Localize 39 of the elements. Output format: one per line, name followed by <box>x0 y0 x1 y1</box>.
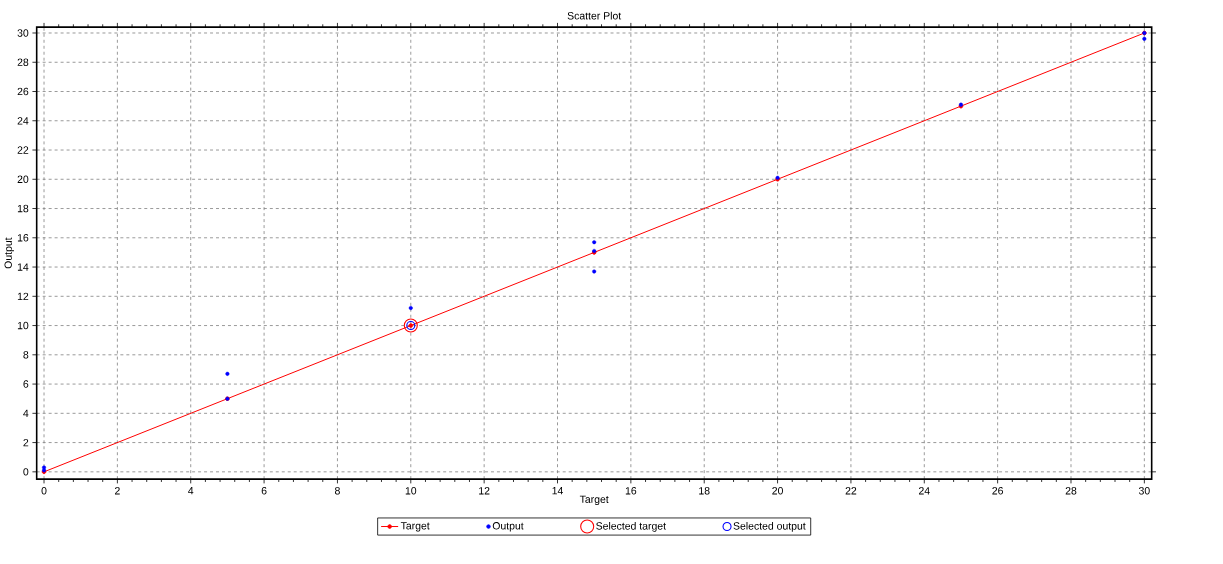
y-tick-label: 6 <box>23 380 29 388</box>
chart-title: Scatter Plot <box>567 11 622 20</box>
y-tick-label: 22 <box>17 146 29 154</box>
x-axis-title: Target <box>579 495 609 506</box>
y-tick-label: 16 <box>17 234 29 242</box>
x-tick-label: 14 <box>552 487 564 495</box>
y-tick-label: 28 <box>17 58 29 66</box>
x-tick-label: 6 <box>261 487 267 495</box>
x-tick-label: 12 <box>479 487 490 495</box>
y-tick-label: 0 <box>23 468 29 476</box>
x-tick-label: 22 <box>845 487 857 495</box>
y-tick-label: 30 <box>17 29 29 37</box>
x-tick-label: 28 <box>1065 487 1077 495</box>
x-tick-label: 18 <box>699 487 710 495</box>
x-tick-label: 0 <box>41 487 47 495</box>
y-tick-label: 26 <box>17 87 29 96</box>
x-tick-label: 20 <box>772 487 783 495</box>
y-tick-label: 12 <box>17 292 29 300</box>
x-tick-label: 26 <box>992 487 1003 495</box>
y-tick-label: 24 <box>17 117 29 125</box>
legend-label: Output <box>492 522 524 532</box>
y-tick-label: 18 <box>17 204 29 213</box>
x-tick-label: 30 <box>1138 487 1150 495</box>
y-tick-label: 10 <box>17 321 29 330</box>
x-tick-label: 8 <box>334 487 340 495</box>
x-tick-label: 4 <box>188 487 194 495</box>
y-tick-label: 14 <box>17 263 29 271</box>
x-tick-label: 10 <box>405 487 417 495</box>
y-tick-label: 4 <box>23 409 29 417</box>
x-tick-label: 2 <box>115 487 120 495</box>
y-axis-title: Output <box>4 237 14 269</box>
x-tick-label: 24 <box>919 487 930 495</box>
y-tick-label: 8 <box>23 351 29 359</box>
y-tick-label: 20 <box>17 175 29 183</box>
legend-label: Selected output <box>733 521 806 532</box>
legend-label: Selected target <box>596 521 666 532</box>
legend-label: Target <box>400 522 430 532</box>
x-tick-label: 16 <box>625 487 637 495</box>
y-tick-label: 2 <box>23 438 29 447</box>
